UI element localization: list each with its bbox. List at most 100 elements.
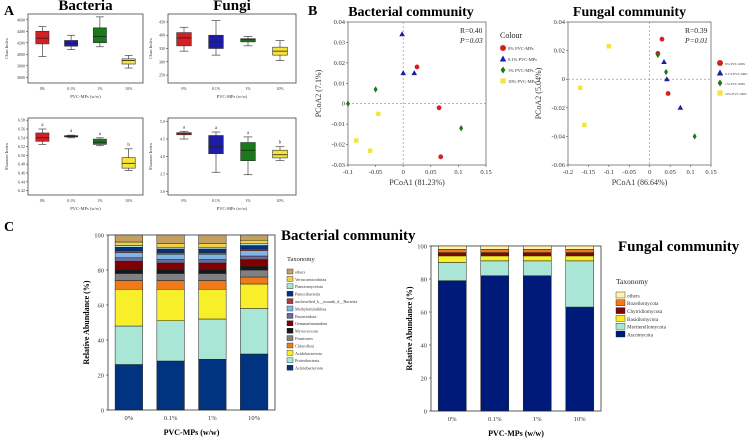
y-tick-label: 0.04 <box>334 19 346 26</box>
plot-frame <box>107 234 276 411</box>
significance-letter: a <box>215 126 218 131</box>
legend-swatch <box>286 291 294 297</box>
x-tick-label: 0% <box>181 198 187 203</box>
bar-segment <box>156 269 185 274</box>
significance-letter: a <box>247 131 250 136</box>
bar-segment <box>198 280 227 290</box>
bar-segment <box>114 289 143 327</box>
chart-title: Fungal community <box>618 239 740 255</box>
y-tick-label: 4600 <box>17 17 25 22</box>
y-tick-label: 20 <box>421 375 428 382</box>
x-axis-label: PVC-MPs (w/w) <box>217 206 248 211</box>
x-tick-label: 0 <box>402 169 405 176</box>
y-tick-label: 40 <box>421 342 428 349</box>
legend-marker <box>716 69 724 76</box>
bar-segment <box>437 255 467 263</box>
y-axis-label: Relative Abundance (%) <box>82 280 91 364</box>
point-10pct <box>376 111 381 117</box>
legend-swatch <box>286 328 294 334</box>
legend-swatch <box>615 315 626 322</box>
legend-marker <box>499 55 507 62</box>
x-axis-label: PVC-MPs (w/w) <box>70 94 101 99</box>
x-tick-label: 1% <box>245 198 251 203</box>
y-tick-label: -0.02 <box>551 105 565 112</box>
bar-segment <box>156 247 185 250</box>
bar-segment <box>240 269 269 278</box>
x-tick-label: 0 <box>648 169 651 176</box>
bar-segment <box>198 262 227 271</box>
bar-segment <box>565 252 595 257</box>
point-0pct <box>436 105 442 111</box>
bar-segment <box>114 261 143 271</box>
bar-segment <box>565 249 595 253</box>
y-tick-label: 6.44 <box>18 179 25 184</box>
stat-p: P=0.01 <box>684 36 708 45</box>
legend-label: 0.1% PVC-MPs <box>508 57 537 62</box>
chart-title: Fungi <box>213 0 251 14</box>
legend-label: Firmicutes <box>295 336 313 341</box>
legend-label: Planctomycetota <box>295 284 323 289</box>
legend-label: 1% PVC-MPs <box>508 68 534 73</box>
y-tick-label: 40 <box>98 337 105 344</box>
bact_stack-chart: 0 20 40 60 80 100 0% 0.1% 1% 10% PVC-MPs (w/w) Rela… <box>82 228 416 437</box>
y-tick-label: 4.0 <box>160 154 165 159</box>
y-axis-label: PCoA2 (7.1%) <box>314 69 323 117</box>
y-tick-label: 3800 <box>17 63 25 68</box>
legend-swatch <box>615 299 626 306</box>
point-0-1pct <box>677 104 684 110</box>
bar-segment <box>114 241 143 246</box>
x-tick-label: 10% <box>276 198 284 203</box>
legend-label: Myxococcota <box>295 329 318 334</box>
x-tick-label: 0.1% <box>164 415 178 422</box>
stat-r: R=0.39 <box>685 26 708 35</box>
bar-segment <box>156 320 185 362</box>
legend-marker <box>500 45 506 51</box>
bar-segment <box>522 252 552 257</box>
y-tick-label: 6.48 <box>18 162 25 167</box>
legend-label: Acidobacteriota <box>295 351 322 356</box>
point-1pct <box>373 86 378 93</box>
x-tick-label: 10% <box>125 86 133 91</box>
box-1% <box>240 38 256 43</box>
x-axis-label: PVC-MPs (w/w) <box>164 428 220 437</box>
point-0-1pct <box>411 70 418 76</box>
y-tick-label: 0 <box>101 407 104 414</box>
chart-title: Bacteria <box>58 0 113 14</box>
stat-p: P=0.03 <box>459 36 483 45</box>
legend-label: Bacteroidota <box>295 314 317 319</box>
point-0-1pct <box>664 76 670 82</box>
x-tick-label: 0.1 <box>687 169 695 176</box>
significance-letter: a <box>99 132 102 137</box>
y-axis-label: Shannon Index <box>148 142 153 170</box>
bar-segment <box>114 269 143 274</box>
box-10% <box>121 58 136 65</box>
box-10% <box>121 157 136 169</box>
x-tick-label: 0% <box>40 86 46 91</box>
bar-segment <box>114 325 143 365</box>
bar-segment <box>114 245 143 248</box>
legend-swatch <box>286 313 294 319</box>
x-tick-label: 1% <box>533 416 542 423</box>
bar-segment <box>198 289 227 320</box>
bar-segment <box>240 276 269 285</box>
bar-segment <box>240 255 269 260</box>
legend-label: Actinobacteriota <box>295 366 323 371</box>
bar-segment <box>480 252 510 257</box>
bar-segment <box>198 234 227 244</box>
box-0% <box>35 30 50 45</box>
bar-segment <box>198 269 227 274</box>
bar-segment <box>240 266 269 271</box>
significance-letter: b <box>127 143 130 148</box>
chart-title: Fungal community <box>573 5 686 20</box>
x-tick-label: -0.1 <box>604 169 614 176</box>
legend-marker <box>500 66 506 74</box>
significance-letter: a <box>70 129 73 134</box>
bar-segment <box>156 280 185 290</box>
legend-label: others <box>295 269 306 274</box>
bar-segment <box>198 259 227 264</box>
y-axis-label: Shannon Index <box>4 142 9 170</box>
stat-r: R=0.40 <box>460 26 483 35</box>
y-tick-label: 80 <box>98 267 105 274</box>
x-tick-label: 10% <box>574 416 587 423</box>
